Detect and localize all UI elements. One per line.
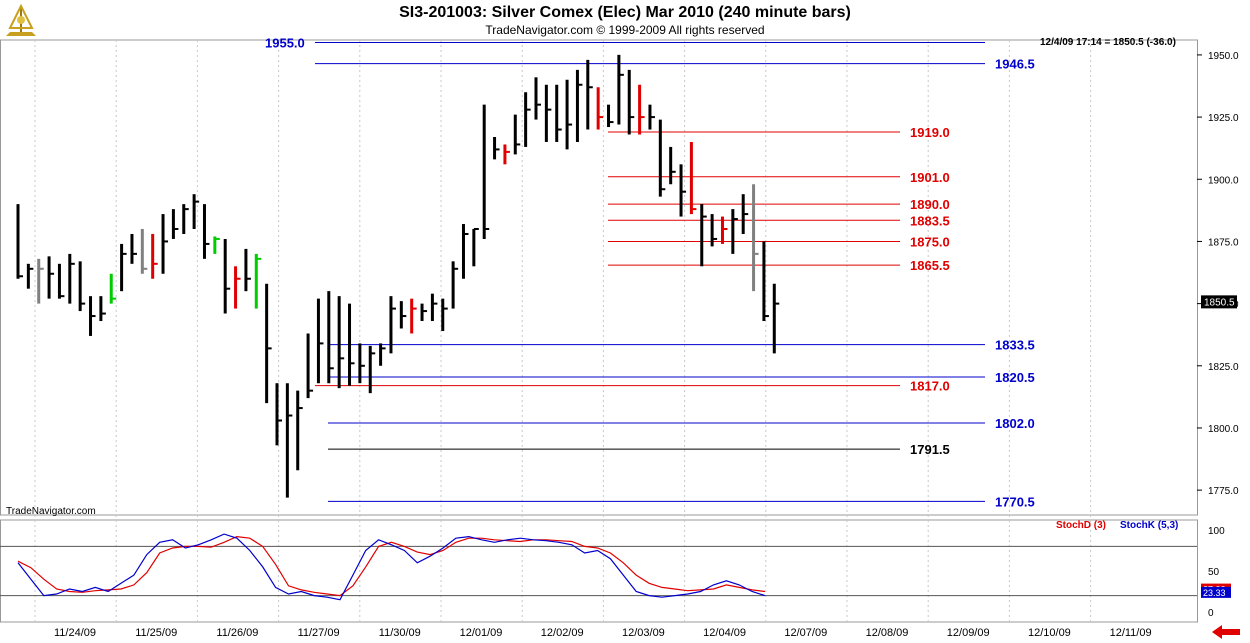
chart-title: SI3-201003: Silver Comex (Elec) Mar 2010… [399, 4, 851, 21]
x-tick-label: 11/24/09 [54, 627, 96, 639]
y-tick-label: 1825.0 [1208, 362, 1239, 373]
level-label: 1919.0 [910, 125, 950, 140]
level-label: 1791.5 [910, 442, 950, 457]
level-label: 1865.5 [910, 258, 950, 273]
level-label: 1955.0 [265, 35, 305, 50]
x-tick-label: 11/30/09 [379, 627, 421, 639]
oscillator-panel-frame [0, 519, 1198, 623]
stochd-line [17, 535, 766, 597]
level-label: 1946.5 [995, 57, 1035, 72]
x-tick-label: 11/25/09 [135, 627, 177, 639]
y-tick-label: 1950.0 [1208, 51, 1239, 62]
x-tick-label: 12/03/09 [622, 627, 665, 639]
x-tick-label: 11/27/09 [298, 627, 340, 639]
level-label: 1890.0 [910, 197, 950, 212]
x-tick-label: 12/10/09 [1028, 627, 1071, 639]
level-label: 1802.0 [995, 416, 1035, 431]
x-tick-label: 11/26/09 [216, 627, 258, 639]
price-panel-frame [0, 39, 1198, 516]
x-tick-label: 12/07/09 [784, 627, 827, 639]
osc-last-value-box [1201, 586, 1231, 598]
watermark: TradeNavigator.com [6, 506, 96, 517]
level-label: 1883.5 [910, 213, 950, 228]
osc-y-tick-label: 0 [1208, 608, 1214, 619]
y-tick-label: 1800.0 [1208, 424, 1239, 435]
osc-y-tick-label: 100 [1208, 526, 1225, 537]
level-label: 1833.5 [995, 338, 1035, 353]
last-price-box [1201, 295, 1237, 309]
legend-stochk: StochK (5,3) [1120, 520, 1179, 531]
osc-y-tick-label: 50 [1208, 567, 1220, 578]
last-price-label: 1850.5 [1204, 297, 1235, 308]
y-tick-label: 1775.0 [1208, 486, 1239, 497]
chart-subtitle: TradeNavigator.com © 1999-2009 All right… [485, 23, 765, 37]
last-price-readout: 12/4/09 17:14 = 1850.5 (-36.0) [1040, 37, 1176, 48]
level-label: 1875.0 [910, 234, 950, 249]
stochk-line [17, 533, 766, 601]
x-tick-label: 12/08/09 [866, 627, 909, 639]
level-label: 1770.5 [995, 494, 1035, 509]
x-tick-label: 12/01/09 [460, 627, 503, 639]
sextant-logo-icon [6, 3, 36, 36]
level-label: 1901.0 [910, 170, 950, 185]
level-label: 1820.5 [995, 370, 1035, 385]
y-tick-label: 1925.0 [1208, 113, 1239, 124]
x-tick-label: 12/11/09 [1110, 627, 1152, 639]
osc-last-value-label: 23.33 [1203, 588, 1226, 598]
scroll-left-arrow-icon[interactable] [1212, 625, 1240, 639]
y-tick-label: 1875.0 [1208, 237, 1239, 248]
x-tick-label: 12/09/09 [947, 627, 990, 639]
y-tick-label: 1900.0 [1208, 175, 1239, 186]
x-tick-label: 12/02/09 [541, 627, 584, 639]
x-tick-label: 12/04/09 [703, 627, 746, 639]
legend-stochd: StochD (3) [1056, 520, 1106, 531]
level-label: 1817.0 [910, 379, 950, 394]
